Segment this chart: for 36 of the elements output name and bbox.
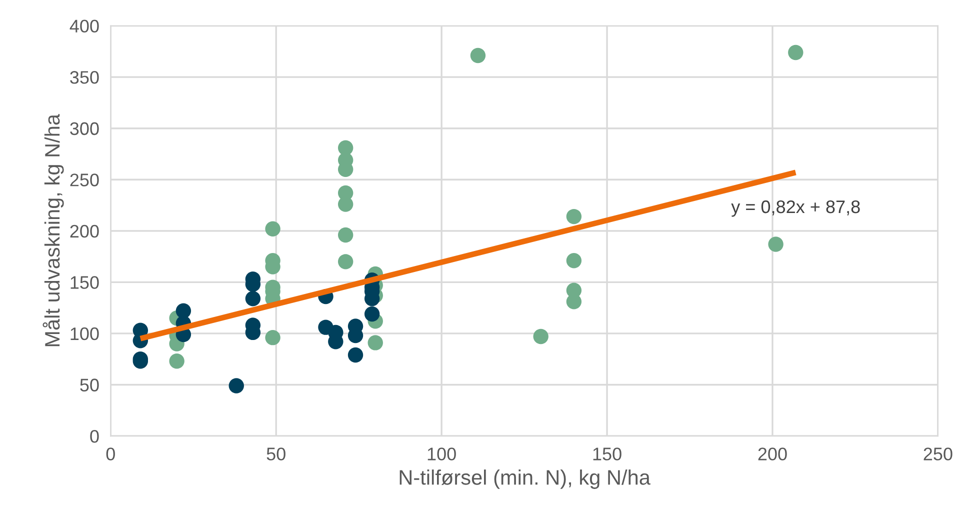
point: [566, 208, 582, 224]
point: [470, 48, 486, 64]
y-tick-label: 150: [70, 276, 99, 289]
point: [348, 347, 364, 363]
y-tick-label: 350: [70, 71, 99, 84]
point: [566, 253, 582, 268]
y-tick-label: 0: [90, 430, 99, 443]
point: [368, 335, 383, 350]
y-tick-label: 50: [80, 378, 99, 392]
x-tick-label: 250: [924, 448, 952, 460]
y-tick-label: 200: [70, 224, 99, 238]
y-tick-label: 300: [70, 122, 99, 136]
y-tick-label: 100: [70, 327, 99, 340]
point: [533, 328, 548, 344]
x-tick-label: 50: [266, 448, 286, 460]
y-tick-label: 400: [70, 20, 99, 33]
point: [364, 306, 380, 322]
x-tick-label: 200: [758, 448, 787, 460]
point: [338, 227, 354, 243]
point: [169, 354, 184, 369]
point: [338, 254, 354, 270]
x-tick-label: 100: [428, 448, 456, 460]
point: [265, 330, 280, 346]
x-tick-label: 150: [593, 448, 622, 460]
point: [566, 294, 582, 310]
x-axis-title: N-tilførsel (min. N), kg N/ha: [400, 470, 650, 489]
y-axis-title: Målt udvaskning, kg N/ha: [42, 114, 64, 346]
point: [788, 44, 804, 60]
annotation: y = 0,82x + 87,8: [731, 200, 860, 217]
point: [265, 221, 280, 236]
point: [768, 236, 784, 252]
point: [338, 196, 354, 212]
point: [245, 290, 261, 306]
x-tick-label: 0: [106, 448, 115, 460]
point: [228, 378, 244, 394]
y-tick-label: 250: [70, 174, 99, 186]
